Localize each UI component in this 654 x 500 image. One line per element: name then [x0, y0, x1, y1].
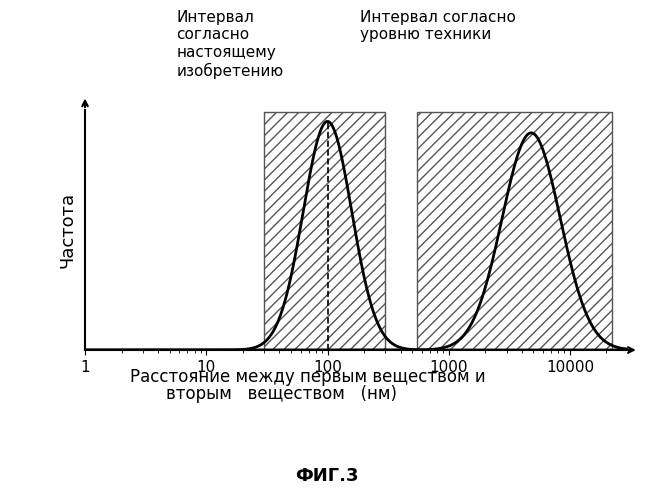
Text: Интервал согласно
уровню техники: Интервал согласно уровню техники: [360, 10, 515, 42]
Text: вторым   веществом   (нм): вторым веществом (нм): [165, 385, 397, 403]
Text: Расстояние между первым веществом и: Расстояние между первым веществом и: [129, 368, 485, 386]
Bar: [417, 112, 611, 350]
Text: Интервал
согласно
настоящему
изобретению: Интервал согласно настоящему изобретению: [177, 10, 284, 78]
Y-axis label: Частота: Частота: [59, 192, 77, 268]
Bar: [264, 112, 385, 350]
Text: ФИГ.3: ФИГ.3: [295, 467, 359, 485]
